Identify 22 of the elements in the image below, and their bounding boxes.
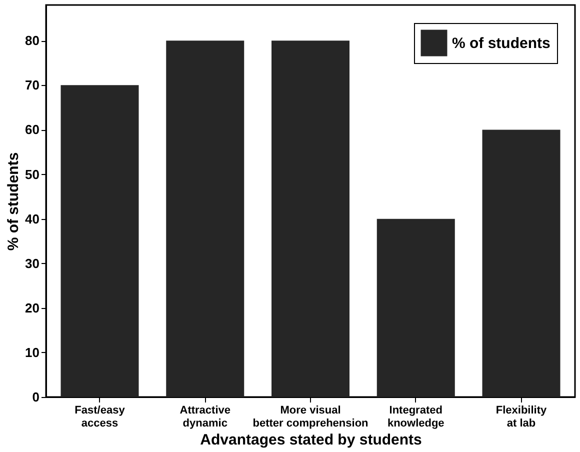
bar <box>376 218 455 397</box>
bar <box>482 130 560 397</box>
y-tick-label: 80 <box>25 33 40 48</box>
y-tick-label: 60 <box>25 122 40 138</box>
y-tick-label: 10 <box>25 344 40 360</box>
y-tick-label: 0 <box>32 390 40 404</box>
y-axis-title: % of students <box>5 152 22 251</box>
x-tick-label: Integrated knowledge <box>387 404 444 430</box>
y-tick-label: 30 <box>25 256 40 271</box>
y-tick-label: 20 <box>25 300 40 316</box>
y-tick-label: 40 <box>25 211 40 226</box>
x-tick-label: More visual better comprehension <box>252 404 369 430</box>
bar <box>272 40 350 397</box>
bar <box>166 40 244 397</box>
legend-label: % of students <box>452 35 550 52</box>
y-tick-label: 50 <box>25 166 40 182</box>
x-axis-title: Advantages stated by students <box>200 432 422 448</box>
bar <box>60 85 139 397</box>
x-tick-label: Attractive dynamic <box>180 404 230 430</box>
x-tick-label: Fast/easy access <box>74 404 126 430</box>
x-tick-label: Flexibility at lab <box>496 404 548 430</box>
y-tick-label: 70 <box>25 78 40 93</box>
